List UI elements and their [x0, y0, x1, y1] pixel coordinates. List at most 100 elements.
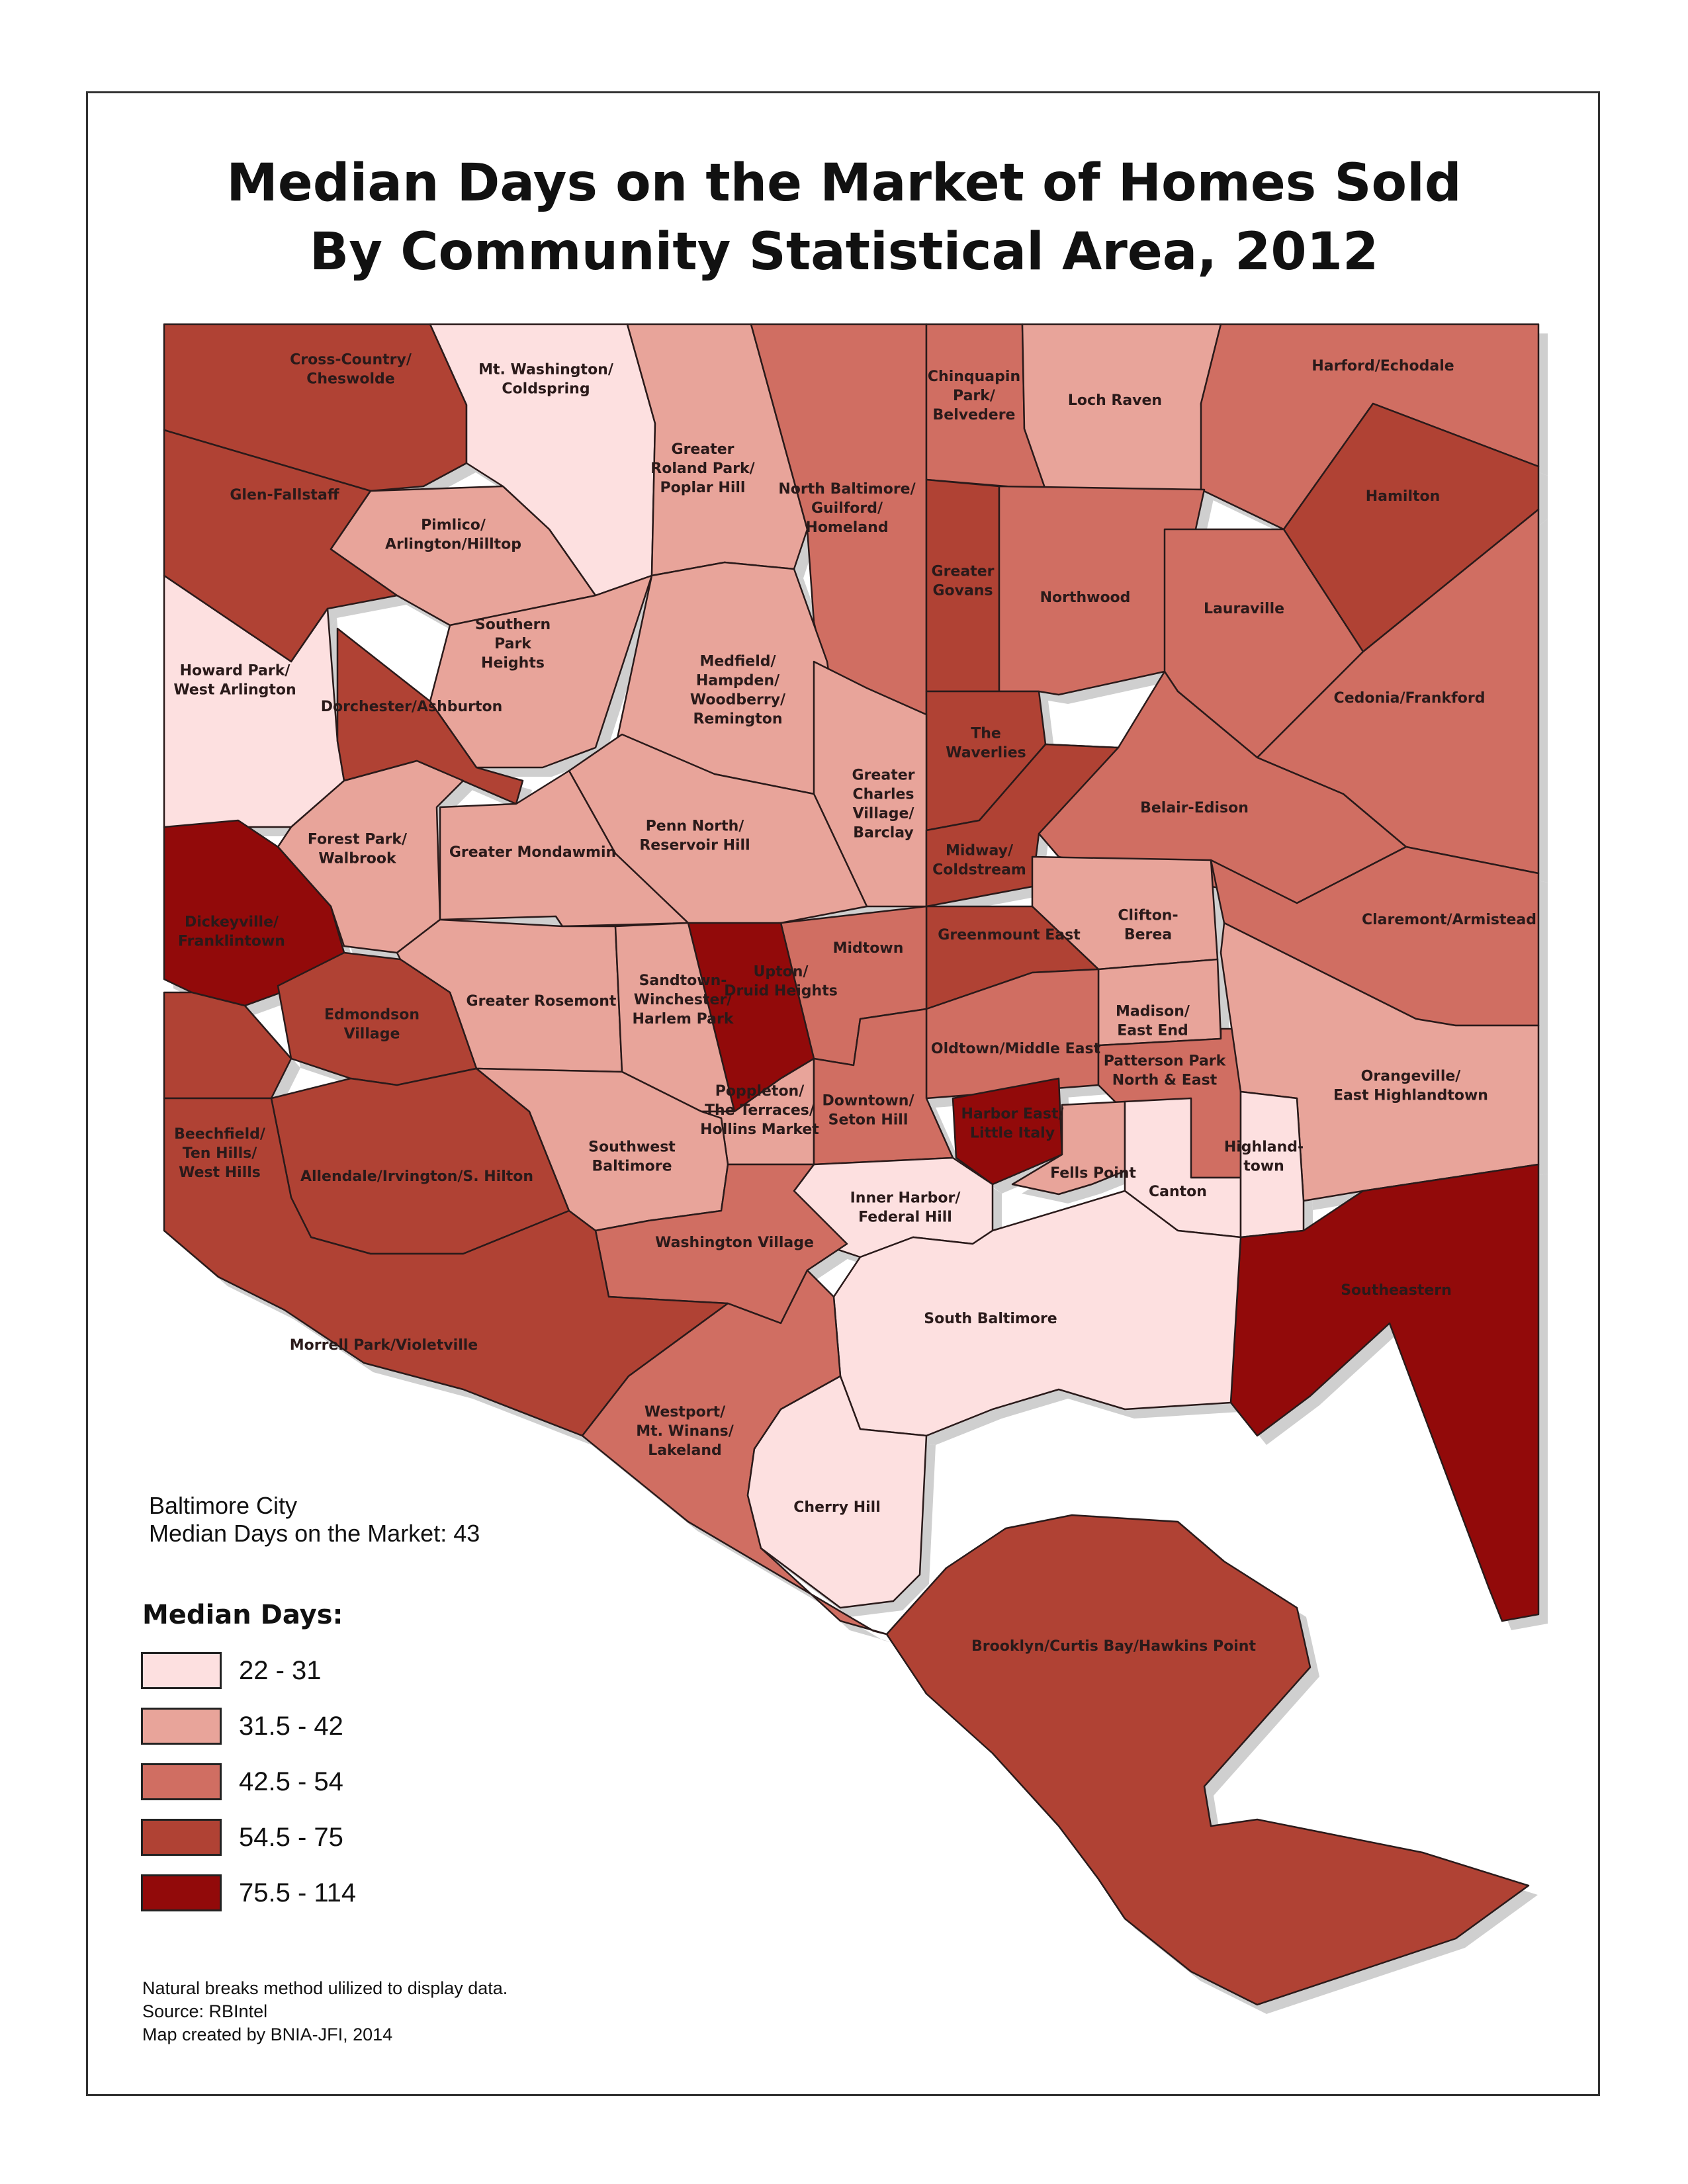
area-label-canton: Canton — [1149, 1184, 1207, 1200]
area-label-greater-charles-village: Greater Charles Village/Barclay — [852, 767, 915, 842]
area-label-line: Barclay — [853, 825, 914, 842]
area-label-glen-fallstaff: Glen-Fallstaff — [230, 487, 339, 503]
area-label-line: Southeastern — [1341, 1282, 1452, 1299]
legend-swatch — [141, 1708, 222, 1745]
area-label-line: Mt. Washington/ — [478, 362, 614, 378]
area-label-line: Remington — [693, 711, 782, 728]
area-label-medfield: Medfield/Hampden/Woodberry/Remington — [690, 654, 786, 728]
area-label-madison-east-end: Madison/East End — [1116, 1004, 1190, 1039]
area-label-line: Walbrook — [318, 851, 397, 867]
area-label-line: Greater — [672, 441, 734, 458]
area-label-line: East End — [1117, 1023, 1188, 1039]
legend-item: 54.5 - 75 — [141, 1817, 343, 1857]
legend-item: 42.5 - 54 — [141, 1762, 343, 1802]
area-label-line: Allendale/Irvington/S. Hilton — [300, 1168, 533, 1185]
area-label-line: Homeland — [805, 519, 888, 536]
area-label-line: Clifton- — [1118, 908, 1178, 924]
area-label-line: Claremont/Armistead — [1362, 912, 1536, 928]
area-label-line: Reservoir Hill — [639, 838, 750, 854]
area-label-downtown: Downtown/Seton Hill — [822, 1093, 914, 1129]
area-belair-edison[interactable] — [1038, 670, 1407, 904]
area-label-lauraville: Lauraville — [1204, 601, 1284, 617]
area-label-line: Cheswolde — [306, 371, 394, 388]
area-label-loch-raven: Loch Raven — [1068, 392, 1162, 409]
area-label-dickeyville: Dickeyville/Franklintown — [178, 914, 285, 950]
area-harbor-east[interactable] — [952, 1077, 1063, 1186]
area-label-line: Poplar Hill — [660, 480, 746, 496]
area-label-line: Upton/ — [754, 964, 809, 981]
area-label-line: The Terraces/ — [705, 1102, 815, 1119]
area-label-line: Seton Hill — [828, 1112, 909, 1129]
area-label-line: Loch Raven — [1068, 392, 1162, 409]
area-label-line: Fells Point — [1050, 1165, 1136, 1182]
area-label-line: Hamilton — [1366, 488, 1441, 505]
legend-label: 31.5 - 42 — [239, 1711, 343, 1741]
note-credit: Map created by BNIA-JFI, 2014 — [142, 2025, 393, 2044]
area-label-patterson-park: Patterson Park North & East — [1104, 1053, 1227, 1089]
legend-label: 54.5 - 75 — [239, 1822, 343, 1852]
area-label-line: West Hills — [179, 1164, 261, 1181]
area-label-line: Beechfield/ — [174, 1126, 266, 1143]
area-label-line: Waverlies — [946, 745, 1026, 762]
area-label-line: Belair-Edison — [1140, 800, 1249, 816]
legend-label: 42.5 - 54 — [239, 1767, 343, 1796]
area-label-line: Northwood — [1040, 590, 1131, 606]
area-label-line: Orangeville/ — [1361, 1069, 1462, 1085]
map-frame — [86, 91, 1600, 2096]
area-label-sandtown: Sandtown- Winchester/Harlem Park — [632, 973, 734, 1027]
area-label-pimlico: Pimlico/Arlington/Hilltop — [385, 517, 521, 553]
area-label-line: Druid Heights — [724, 983, 838, 1000]
area-label-line: Guilford/ — [811, 500, 883, 517]
area-label-harbor-east: Harbor East/Little Italy — [961, 1106, 1065, 1142]
area-label-line: Hampden/ — [696, 673, 780, 689]
area-label-line: Lauraville — [1204, 601, 1284, 617]
legend-swatch — [141, 1819, 222, 1856]
area-label-allendale: Allendale/Irvington/S. Hilton — [300, 1168, 533, 1185]
map-notes: Natural breaks method ulilized to displa… — [142, 1977, 508, 2046]
map-title-line-1: Median Days on the Market of Homes Sold — [226, 153, 1462, 213]
area-label-line: Hollins Market — [700, 1121, 819, 1138]
area-label-line: Poppleton/ — [715, 1083, 805, 1100]
area-label-line: Southwest — [588, 1139, 676, 1156]
city-name: Baltimore City — [149, 1492, 298, 1519]
city-median: Median Days on the Market: 43 — [149, 1520, 480, 1547]
area-label-claremont: Claremont/Armistead — [1362, 912, 1536, 928]
area-label-line: Washington Village — [655, 1235, 814, 1251]
area-label-line: Belvedere — [933, 407, 1016, 423]
area-label-edmondson-village: Edmondson Village — [324, 1007, 420, 1043]
area-label-line: Penn North/ — [646, 818, 745, 835]
area-southeastern[interactable] — [1229, 1163, 1540, 1622]
area-label-line: Village — [344, 1026, 400, 1043]
area-label-cross-country: Cross-Country/Cheswolde — [290, 352, 412, 388]
area-label-highlandtown: Highland-town — [1224, 1139, 1304, 1175]
area-label-line: Dickeyville/ — [185, 914, 279, 931]
area-label-harford-echodale: Harford/Echodale — [1311, 358, 1454, 374]
area-label-the-waverlies: The Waverlies — [946, 726, 1026, 762]
legend-item: 31.5 - 42 — [141, 1706, 343, 1746]
legend-title: Median Days: — [142, 1600, 343, 1630]
area-highlandtown[interactable] — [1239, 1090, 1305, 1239]
area-label-line: Franklintown — [178, 934, 285, 950]
area-label-oldtown: Oldtown/Middle East — [931, 1041, 1101, 1057]
area-label-hamilton: Hamilton — [1366, 488, 1441, 505]
area-label-forest-park: Forest Park/Walbrook — [308, 832, 408, 867]
area-label-midway: Midway/Coldstream — [932, 843, 1026, 879]
area-label-line: Forest Park/ — [308, 832, 408, 848]
area-label-line: Cherry Hill — [793, 1499, 880, 1516]
area-label-line: Mt. Winans/ — [636, 1423, 734, 1440]
area-morrell-park[interactable] — [163, 1097, 729, 1437]
area-label-brooklyn: Brooklyn/Curtis Bay/Hawkins Point — [971, 1638, 1256, 1655]
area-label-greenmount-east: Greenmount East — [938, 927, 1081, 943]
area-label-line: Howard Park/ — [180, 663, 291, 679]
area-label-morrell-park: Morrell Park/Violetville — [290, 1337, 478, 1354]
area-label-fells-point: Fells Point — [1050, 1165, 1136, 1182]
area-label-belair-edison: Belair-Edison — [1140, 800, 1249, 816]
area-label-line: Charles — [852, 787, 914, 803]
area-label-line: Arlington/Hilltop — [385, 537, 521, 553]
area-midway[interactable] — [925, 743, 1120, 908]
area-cherry-hill[interactable] — [746, 1375, 928, 1609]
note-method: Natural breaks method ulilized to displa… — [142, 1978, 508, 1998]
area-brooklyn[interactable] — [885, 1514, 1530, 2006]
area-label-line: town — [1243, 1158, 1284, 1175]
area-label-howard-park: Howard Park/West Arlington — [173, 663, 296, 699]
